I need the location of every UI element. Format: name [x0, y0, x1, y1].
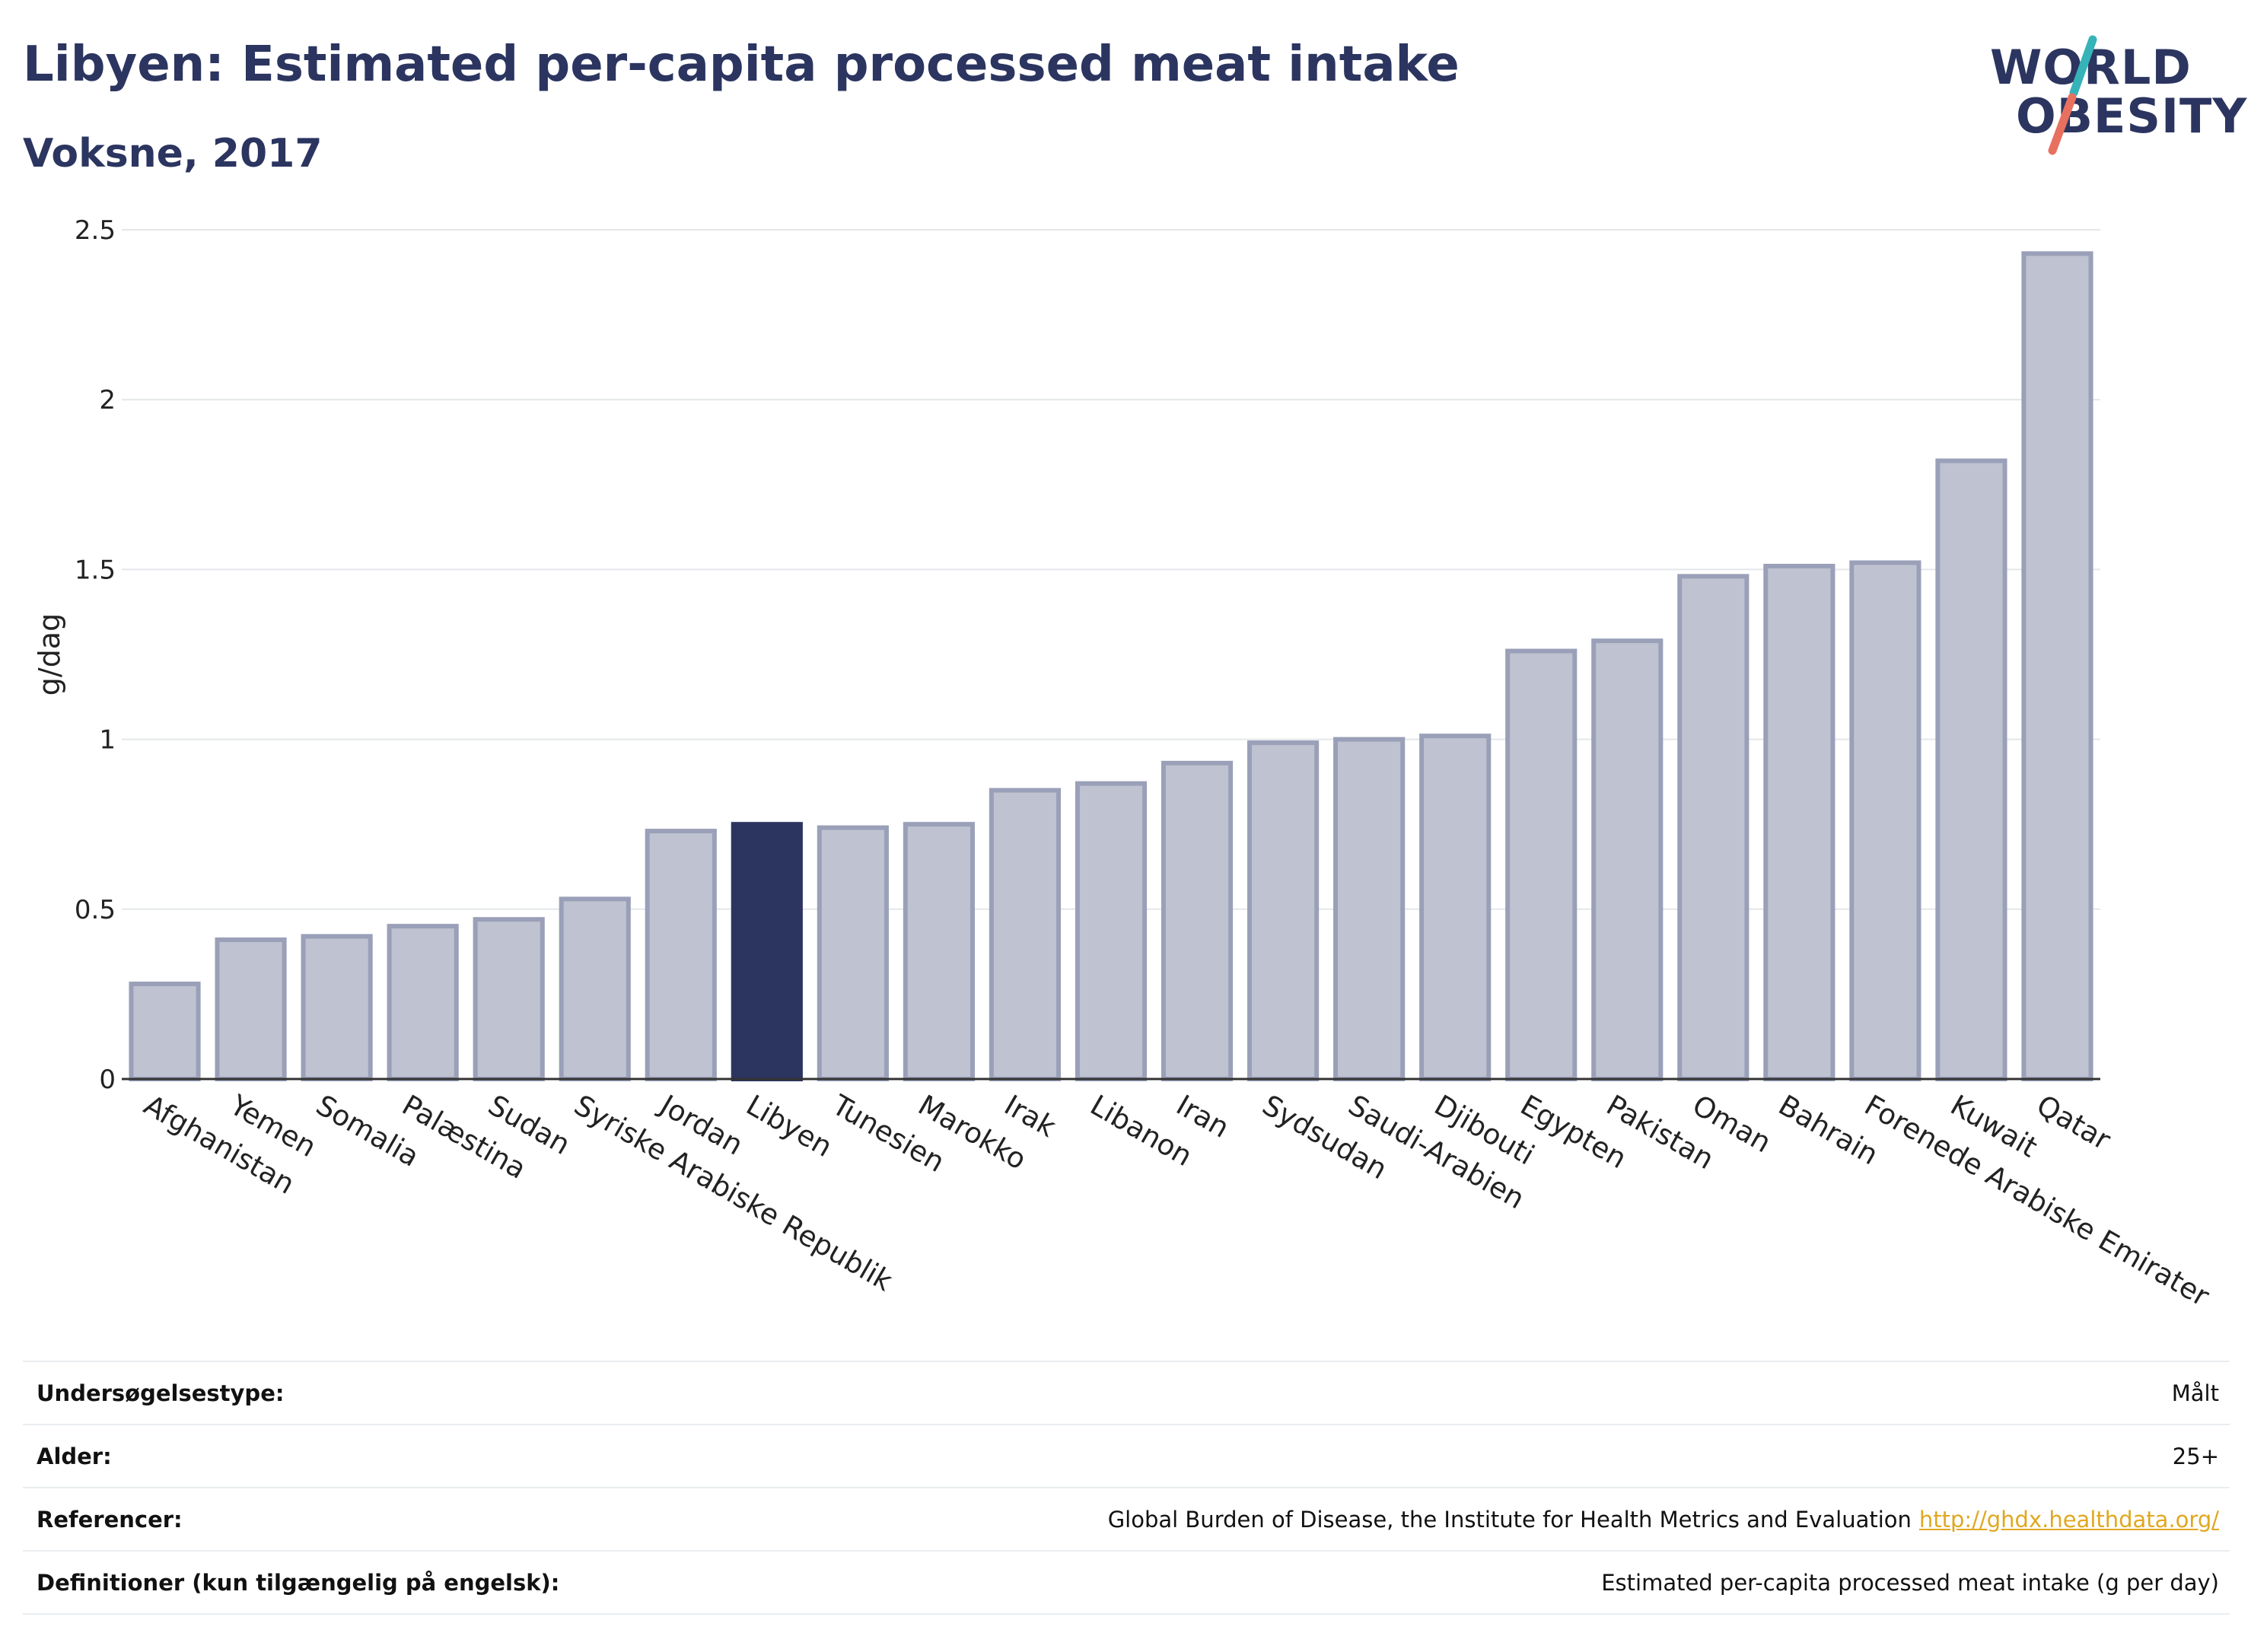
meta-row-references: Referencer: Global Burden of Disease, th… [23, 1488, 2230, 1551]
reference-link[interactable]: http://ghdx.healthdata.org/ [1918, 1506, 2219, 1533]
bar [989, 788, 1062, 1082]
meta-value-text: 25+ [2172, 1443, 2219, 1469]
y-axis-ticks: 0 0.5 1 1.5 2 2.5 [75, 215, 116, 1095]
x-tick-label: Libyen [740, 1089, 838, 1163]
meta-value: Estimated per-capita processed meat inta… [737, 1551, 2230, 1614]
meta-key: Referencer: [37, 1506, 183, 1533]
x-axis-labels: AfghanistanYemenSomaliaPalæstinaSudanSyr… [138, 1088, 2215, 1313]
bar [215, 937, 287, 1081]
bar [817, 825, 889, 1081]
bar [559, 896, 631, 1081]
x-tick-label: Qatar [2031, 1089, 2116, 1157]
bar [1161, 760, 1234, 1082]
bar [1935, 458, 2007, 1081]
y-tick-label: 0.5 [75, 895, 116, 925]
chart-title: Libyen: Estimated per-capita processed m… [23, 37, 1460, 93]
y-tick-label: 1 [99, 725, 116, 756]
meta-key: Definitioner (kun tilgængelig på engelsk… [37, 1569, 560, 1596]
bar [301, 934, 373, 1081]
meta-value: Målt [737, 1361, 2230, 1424]
y-tick-label: 0 [99, 1065, 116, 1095]
meta-key: Undersøgelsestype: [37, 1380, 285, 1406]
meta-value: Global Burden of Disease, the Institute … [737, 1488, 2230, 1551]
bar-highlighted [731, 822, 803, 1081]
bar [1419, 734, 1492, 1081]
x-tick-label: Bahrain [1773, 1089, 1883, 1172]
bar [1677, 574, 1750, 1081]
meta-value-text: Estimated per-capita processed meat inta… [1601, 1569, 2219, 1596]
meta-value: 25+ [737, 1424, 2230, 1488]
logo-slash-icon [2048, 35, 2097, 155]
bar [1333, 737, 1406, 1081]
bar [903, 822, 975, 1081]
bar [1849, 560, 1921, 1081]
chart-subtitle: Voksne, 2017 [23, 131, 323, 177]
bars [129, 251, 2093, 1082]
y-tick-label: 2.5 [75, 215, 116, 246]
meta-row-definitions: Definitioner (kun tilgængelig på engelsk… [23, 1551, 2230, 1614]
x-tick-label: Forenede Arabiske Emirater [1859, 1089, 2215, 1313]
meta-value-text: Målt [2171, 1380, 2219, 1406]
bar [387, 924, 459, 1081]
bar [473, 917, 545, 1082]
bar-chart: 0 0.5 1 1.5 2 2.5 AfghanistanYemenSomaliaPalæ… [33, 215, 2215, 1313]
metadata-table: Undersøgelsestype: Målt Alder: 25+ Refer… [23, 1361, 2230, 1615]
bar [1763, 563, 1836, 1081]
meta-value-text: Global Burden of Disease, the Institute … [1107, 1506, 1912, 1533]
y-axis-title: g/dag [33, 613, 66, 695]
bar [645, 829, 717, 1082]
meta-row-age: Alder: 25+ [23, 1424, 2230, 1488]
bar [1247, 740, 1320, 1082]
bar [1075, 781, 1148, 1081]
meta-key: Alder: [37, 1443, 112, 1469]
bar [1591, 638, 1664, 1081]
bar [1505, 648, 1578, 1081]
world-obesity-logo: WORLD OBESITY [1990, 23, 2246, 164]
y-tick-label: 2 [99, 385, 116, 415]
meta-row-survey-type: Undersøgelsestype: Målt [23, 1361, 2230, 1424]
y-tick-label: 1.5 [75, 555, 116, 585]
bar [129, 982, 201, 1082]
bar [2021, 251, 2093, 1081]
